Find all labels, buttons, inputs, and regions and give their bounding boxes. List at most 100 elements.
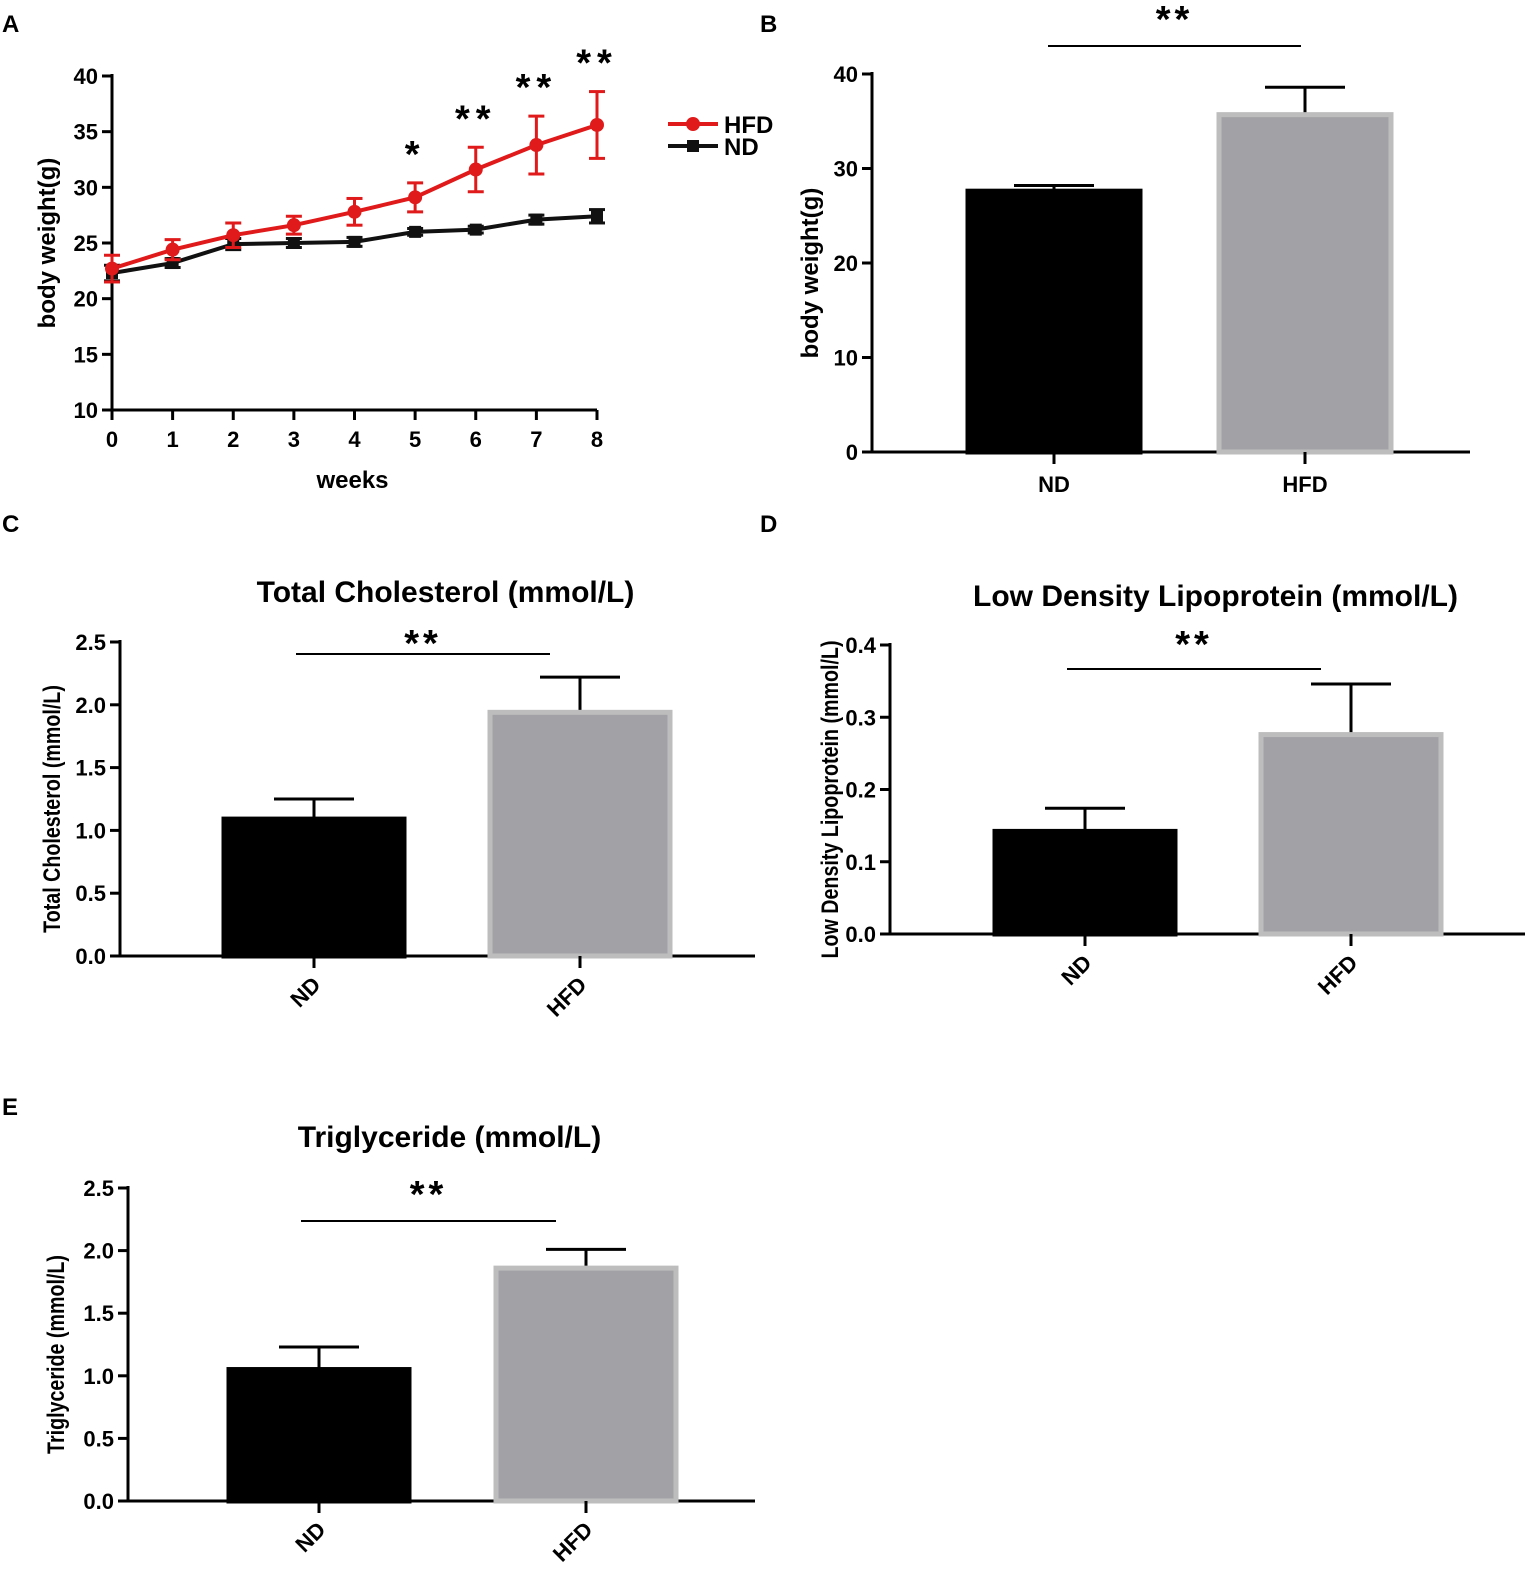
x-tick-label: 1 [167,427,179,452]
y-tick-label: 2.0 [83,1239,114,1264]
y-tick-label: 1.0 [83,1364,114,1389]
chart-title: Triglyceride (mmol/L) [298,1121,601,1154]
x-axis-label: weeks [315,467,388,494]
legend-marker-hfd [686,117,700,131]
y-axis-label: Total Cholesterol (mmol/L) [38,685,65,933]
legend-label-nd: ND [724,134,759,161]
y-axis-label: body weight(g) [34,158,61,329]
chart-title: Total Cholesterol (mmol/L) [257,576,635,609]
data-point-hfd [105,261,119,276]
x-tick-label: ND [285,972,325,1012]
data-point-hfd [286,218,301,233]
x-tick-label: HFD [542,972,592,1022]
significance-stars: ** [576,43,618,85]
panel-label-d: D [760,511,777,538]
significance-stars: ** [1156,0,1194,41]
significance-stars: ** [455,98,497,140]
y-tick-label: 1.0 [75,818,106,843]
chart-e-triglyceride: 0.0 0.5 1.0 1.5 2.0 2.5 Triglyceride (mmol/L) T… [42,1121,755,1567]
significance-stars: ** [1175,624,1213,666]
y-tick-label: 10 [74,398,98,423]
bar-hfd [1216,112,1394,455]
bar-nd [965,188,1143,455]
bar-nd [226,1367,412,1504]
y-tick-label: 40 [834,62,858,87]
x-tick-label: 6 [470,427,482,452]
chart-c-total-cholesterol: 0.0 0.5 1.0 1.5 2.0 2.5 Total Cholesterol (mmo… [38,576,755,1022]
x-tick-label: 7 [530,427,542,452]
x-tick-label: HFD [1282,472,1327,497]
y-tick-label: 0 [846,440,858,465]
chart-title: Low Density Lipoprotein (mmol/L) [973,580,1458,613]
y-tick-label: 2.0 [75,693,106,718]
x-tick-label: HFD [548,1517,598,1567]
y-tick-label: 2.5 [83,1176,114,1201]
data-point-nd [409,225,422,238]
y-tick-label: 0.5 [75,881,106,906]
data-point-hfd [468,162,483,177]
y-tick-label: 0.4 [845,633,876,658]
y-tick-label: 0.0 [845,922,876,947]
bar-hfd [487,709,673,959]
data-point-nd [287,237,300,249]
data-point-hfd [347,204,362,219]
y-axis-label: body weight(g) [797,188,824,359]
x-tick-label: HFD [1313,950,1363,1000]
bar-hfd [1258,732,1444,937]
bar-hfd [493,1265,679,1504]
chart-a-body-weight-over-weeks: 10 15 20 25 30 35 40 0 1 2 3 4 5 6 7 8 weeks body weight(… [34,43,773,494]
y-tick-label: 20 [834,251,858,276]
x-tick-label: 5 [409,427,421,452]
x-tick-label: 8 [591,427,603,452]
x-tick-label: 4 [348,427,361,452]
x-tick-label: 2 [227,427,239,452]
y-tick-label: 1.5 [83,1301,114,1326]
panel-label-c: C [2,511,19,538]
y-tick-label: 2.5 [75,630,106,655]
data-point-hfd [165,242,180,257]
y-tick-label: 35 [74,120,98,145]
data-point-hfd [590,117,604,132]
significance-stars: ** [516,67,558,109]
data-point-hfd [408,190,423,205]
y-tick-label: 30 [834,157,858,182]
data-point-nd [348,235,361,248]
y-axis-label: Low Density Lipoprotein (mmol/L) [816,640,843,958]
x-tick-label: ND [1038,472,1070,497]
y-tick-label: 0.5 [83,1426,114,1451]
data-point-nd [591,210,603,223]
bar-nd [221,816,407,959]
chart-b-body-weight-bars: 0 10 20 30 40 body weight(g) ND HFD ** [797,0,1470,497]
x-tick-label: ND [290,1517,330,1557]
data-point-nd [530,213,543,226]
y-tick-label: 0.3 [845,705,876,730]
y-tick-label: 15 [74,342,98,367]
data-point-nd [469,223,482,236]
data-point-hfd [529,138,544,153]
x-tick-label: 0 [106,427,118,452]
x-tick-label: ND [1056,950,1096,990]
y-tick-label: 0.0 [75,944,106,969]
y-tick-label: 0.0 [83,1489,114,1514]
y-tick-label: 0.1 [845,850,876,875]
data-point-hfd [226,228,241,243]
bar-nd [992,828,1178,937]
y-tick-label: 25 [74,231,98,256]
significance-stars: * [405,134,426,176]
panel-label-e: E [2,1094,18,1121]
y-tick-label: 0.2 [845,778,876,803]
legend-marker-nd [687,140,699,152]
y-tick-label: 20 [74,287,98,312]
significance-stars: ** [410,1174,448,1216]
y-axis-label: Triglyceride (mmol/L) [42,1255,69,1454]
x-tick-label: 3 [288,427,300,452]
y-tick-label: 10 [834,346,858,371]
legend-label-hfd: HFD [724,112,773,139]
panel-label-b: B [760,11,777,38]
y-tick-label: 40 [74,64,98,89]
panel-label-a: A [2,11,19,38]
y-tick-label: 1.5 [75,756,106,781]
